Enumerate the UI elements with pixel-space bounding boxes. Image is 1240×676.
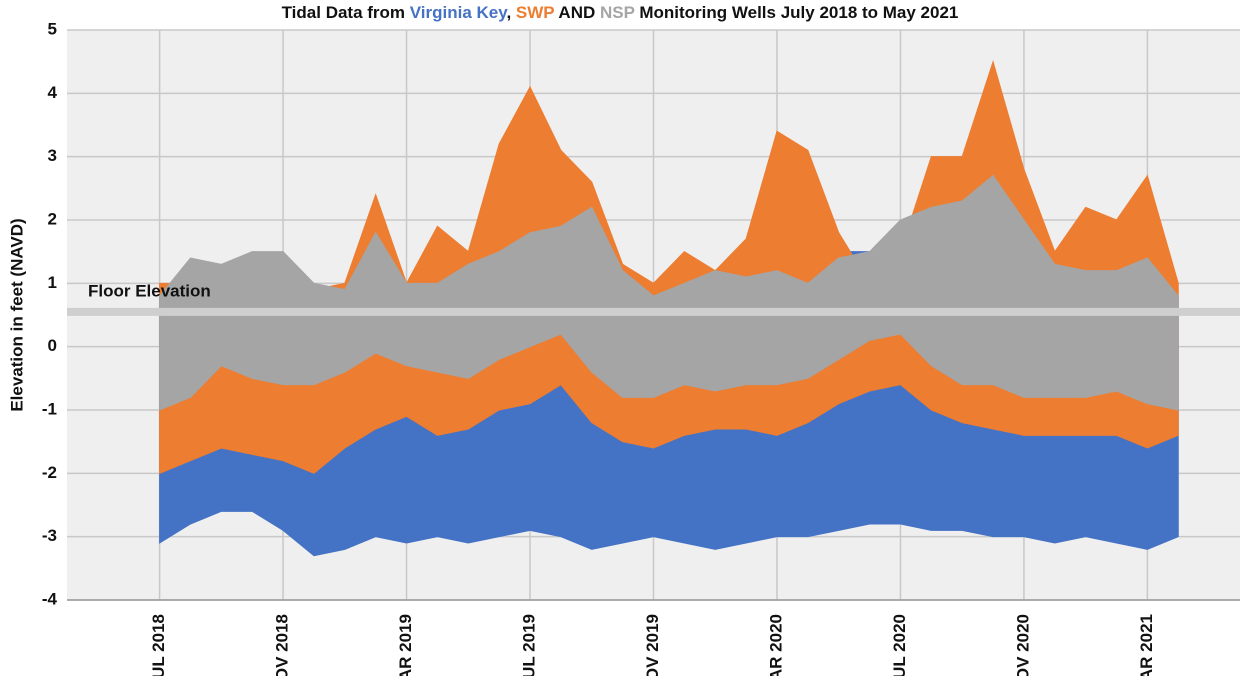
x-tick-label: JUL 2020 [890, 614, 909, 676]
x-tick-label: MAR 2019 [396, 614, 415, 676]
y-tick-label: -3 [42, 526, 57, 545]
y-tick-label: 1 [48, 273, 57, 292]
y-tick-label: -2 [42, 463, 57, 482]
x-tick-label: JUL 2018 [149, 614, 168, 676]
y-tick-label: 5 [48, 19, 57, 38]
y-tick-label: -4 [42, 589, 58, 608]
title-part: Monitoring Wells July 2018 to May 2021 [635, 3, 959, 22]
y-tick-label: -1 [42, 399, 57, 418]
x-tick-label: NOV 2020 [1013, 614, 1032, 676]
x-tick-label: NOV 2018 [273, 614, 292, 676]
title-part: , [506, 3, 515, 22]
y-tick-label: 0 [48, 336, 57, 355]
title-part: AND [554, 3, 600, 22]
title-series-name: SWP [516, 3, 554, 22]
x-tick-label: MAR 2021 [1137, 614, 1156, 676]
title-series-name: Virginia Key [410, 3, 508, 22]
chart-title: Tidal Data from Virginia Key, SWP AND NS… [282, 3, 959, 22]
floor-label: Floor Elevation [88, 281, 211, 300]
title-part: Tidal Data from [282, 3, 410, 22]
x-tick-label: JUL 2019 [520, 614, 539, 676]
y-axis-label: Elevation in feet (NAVD) [7, 218, 26, 411]
range-area [159, 174, 1179, 411]
x-tick-label: NOV 2019 [643, 614, 662, 676]
y-tick-label: 4 [48, 83, 58, 102]
y-tick-label: 2 [48, 209, 57, 228]
y-tick-label: 3 [48, 146, 57, 165]
x-tick-label: MAR 2020 [766, 614, 785, 676]
range-area [159, 59, 1179, 475]
title-series-name: NSP [600, 3, 635, 22]
